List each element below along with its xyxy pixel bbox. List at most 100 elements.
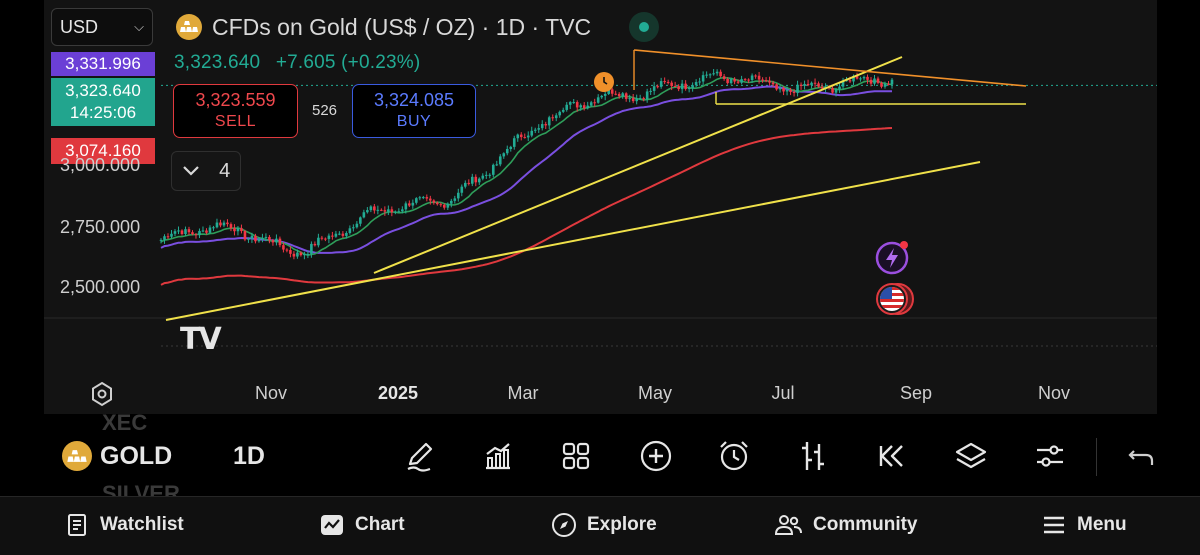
chart-title-row[interactable]: CFDs on Gold (US$ / OZ) · 1D · TVC — [176, 12, 660, 42]
candle-body — [484, 174, 488, 176]
candle-body — [670, 82, 673, 86]
candle-body — [810, 82, 813, 86]
candle-body — [450, 200, 453, 204]
candle-body — [282, 245, 285, 250]
candle-body — [205, 230, 208, 233]
indicators-toggle[interactable]: 4 — [171, 151, 241, 191]
chart-icon — [321, 515, 343, 535]
candle-body — [673, 85, 677, 87]
candle-body — [173, 231, 177, 234]
candle-body — [883, 83, 887, 87]
market-status-icon — [629, 12, 660, 42]
grid-icon[interactable] — [556, 436, 596, 476]
chart-panel[interactable] — [44, 0, 1157, 414]
bar-chart-icon[interactable] — [793, 436, 833, 476]
candle-body — [376, 209, 380, 211]
candle-body — [666, 81, 670, 83]
candle-body — [558, 111, 562, 116]
candle-body — [292, 253, 296, 257]
axis-settings-icon[interactable] — [89, 381, 115, 407]
candle-body — [712, 73, 715, 75]
pencil-icon[interactable] — [400, 436, 440, 476]
x-axis-label: Nov — [254, 383, 288, 403]
nav-explore[interactable]: Explore — [551, 512, 657, 538]
candle-body — [317, 237, 320, 246]
candle-body — [859, 78, 862, 80]
candle-body — [757, 75, 761, 80]
candle-body — [191, 232, 194, 235]
menu-icon — [1044, 516, 1064, 534]
candle-body — [635, 98, 638, 102]
candle-body — [215, 222, 219, 228]
x-axis-label: Sep — [899, 383, 933, 403]
candle-body — [429, 198, 432, 201]
y-axis-label: 2,500.000 — [60, 277, 141, 297]
candle-body — [456, 192, 460, 199]
watchlist-icon — [68, 514, 86, 536]
candle-body — [163, 236, 166, 240]
community-icon — [774, 515, 802, 535]
flash-icon[interactable] — [874, 240, 910, 276]
candle-body — [687, 87, 691, 90]
candle-body — [415, 198, 418, 203]
candle-body — [516, 134, 520, 139]
sell-button[interactable]: 3,323.559 SELL — [173, 84, 298, 138]
candle-body — [320, 237, 324, 239]
candle-body — [470, 176, 474, 184]
sell-label: SELL — [214, 113, 257, 130]
candle-body — [831, 88, 834, 93]
ticker-next[interactable]: SILVER — [102, 481, 180, 496]
candle-body — [184, 229, 187, 235]
nav-menu[interactable]: Menu — [1041, 512, 1127, 538]
candle-body — [789, 90, 792, 92]
ticker-previous[interactable]: XEC — [102, 410, 148, 435]
candle-body — [303, 254, 306, 256]
nav-watchlist[interactable]: Watchlist — [64, 512, 184, 538]
candle-body — [166, 236, 170, 238]
candle-body — [198, 230, 201, 236]
sliders-icon[interactable] — [1030, 436, 1070, 476]
candle-body — [551, 117, 555, 119]
bottom-toolbar — [0, 416, 1200, 496]
undo-icon[interactable] — [1122, 436, 1162, 476]
candle-body — [722, 76, 726, 79]
candle-body — [408, 203, 411, 206]
candle-body — [187, 229, 191, 233]
nav-chart[interactable]: Chart — [319, 512, 405, 538]
nav-community[interactable]: Community — [773, 512, 918, 538]
candle-body — [229, 224, 233, 229]
candle-body — [561, 109, 565, 112]
candle-body — [243, 231, 247, 240]
candle-body — [369, 206, 373, 211]
candle-body — [568, 102, 572, 105]
candle-body — [589, 102, 593, 106]
candle-body — [404, 203, 408, 210]
price-chart[interactable] — [44, 0, 1157, 414]
candle-body — [820, 86, 824, 89]
candle-body — [652, 86, 656, 91]
alarm-icon[interactable] — [714, 436, 754, 476]
currency-select[interactable]: USD ⌵ — [51, 8, 153, 46]
candle-body — [236, 228, 240, 232]
chart-bars-icon[interactable] — [478, 436, 518, 476]
candle-body — [680, 83, 684, 90]
timeframe-selector[interactable]: 1D — [233, 442, 265, 470]
candle-body — [617, 93, 621, 97]
candle-body — [226, 222, 229, 225]
candle-body — [439, 204, 443, 206]
candle-body — [547, 117, 551, 126]
candle-body — [593, 102, 597, 104]
ticker-selector[interactable]: GOLD — [62, 441, 172, 471]
candle-body — [240, 228, 243, 232]
candle-body — [254, 235, 257, 242]
layers-icon[interactable] — [951, 436, 991, 476]
us-flag-event-icon[interactable] — [872, 280, 916, 318]
candle-body — [796, 84, 799, 94]
buy-button[interactable]: 3,324.085 BUY — [352, 84, 476, 138]
price-tag-red: 3,074.160 — [51, 138, 155, 164]
candle-body — [544, 124, 548, 126]
candle-body — [778, 87, 782, 90]
plus-circle-icon[interactable] — [636, 436, 676, 476]
candle-body — [813, 82, 817, 84]
rewind-icon[interactable] — [872, 436, 912, 476]
